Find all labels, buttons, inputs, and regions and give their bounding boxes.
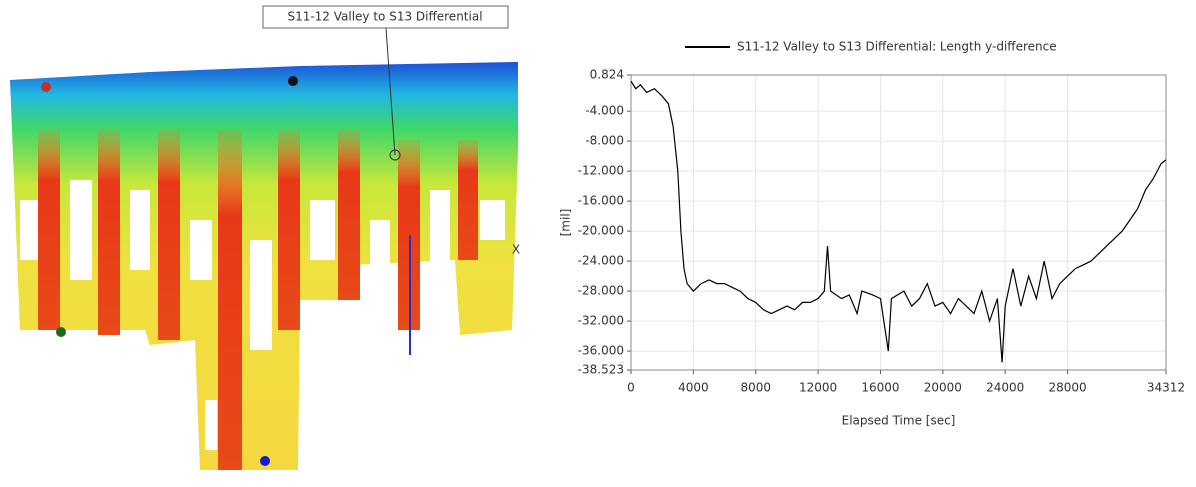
- x-tick-label: 20000: [924, 381, 962, 395]
- x-tick-label: 24000: [986, 381, 1024, 395]
- x-tick-label: 34312: [1147, 381, 1185, 395]
- y-tick-label: -8.000: [585, 134, 624, 148]
- legend-label: S11-12 Valley to S13 Differential: Lengt…: [737, 40, 1057, 54]
- y-tick-label: -24.000: [578, 254, 624, 268]
- y-tick-label: -28.000: [578, 284, 624, 298]
- y-tick-label: -38.523: [578, 363, 624, 377]
- y-tick-label: -36.000: [578, 344, 624, 358]
- x-tick-label: 28000: [1048, 381, 1086, 395]
- x-axis-label: Elapsed Time [sec]: [842, 414, 956, 428]
- plot-frame: [630, 74, 1167, 371]
- x-tick-label: 8000: [740, 381, 771, 395]
- surface-gaps: [20, 180, 505, 450]
- measure-label: S11-12 Valley to S13 Differential: [287, 10, 482, 24]
- y-tick-label: 0.824: [590, 68, 624, 82]
- y-tick-label: -16.000: [578, 194, 624, 208]
- plot-area: [630, 74, 1167, 371]
- y-tick-label: -20.000: [578, 224, 624, 238]
- series-line: [630, 80, 1167, 363]
- x-tick-label: 0: [627, 381, 635, 395]
- y-tick-label: -12.000: [578, 164, 624, 178]
- x-tick-label: 4000: [678, 381, 709, 395]
- x-tick-label: 12000: [799, 381, 837, 395]
- y-axis-label: [mil]: [559, 209, 573, 237]
- axis-label: X: [512, 243, 520, 257]
- label-box: [262, 5, 509, 29]
- x-tick-label: 16000: [861, 381, 899, 395]
- surface-viewer: S11-12 Valley to S13 Differential X: [10, 5, 520, 470]
- y-tick-label: -32.000: [578, 314, 624, 328]
- y-tick-label: -4.000: [585, 104, 624, 118]
